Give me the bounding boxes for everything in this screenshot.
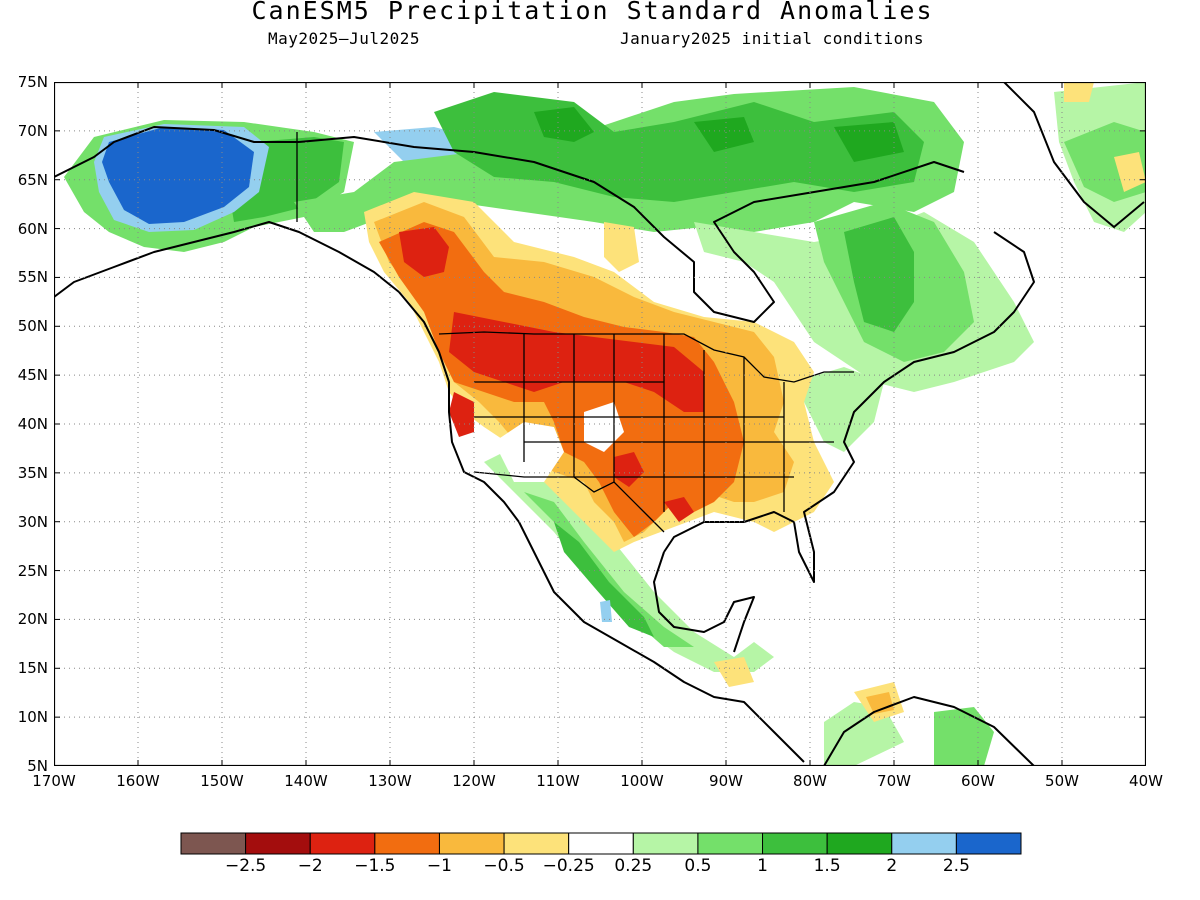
colorbar-swatch [568, 832, 634, 855]
colorbar-label: 0.25 [614, 856, 653, 876]
canada-arctic-coast [298, 136, 965, 323]
longitude-label: 130W [368, 772, 412, 790]
greenland-coast [1003, 82, 1145, 228]
colorbar-swatch [632, 832, 699, 855]
longitude-label: 90W [709, 772, 743, 790]
colorbar-swatch [438, 832, 505, 855]
latitude-label: 35N [17, 463, 48, 482]
colorbar-label: 2 [886, 856, 898, 876]
map-title: CanESM5 Precipitation Standard Anomalies [251, 0, 934, 25]
colorbar-swatch [309, 832, 376, 855]
initial-conditions: January2025 initial conditions [620, 29, 924, 48]
pacific-coast [398, 291, 805, 763]
dry-red [399, 227, 704, 522]
latitude-label: 10N [17, 708, 48, 727]
longitude-label: 160W [116, 772, 160, 790]
longitude-label: 140W [284, 772, 328, 790]
coastlines [54, 82, 1145, 766]
colorbar-swatch [697, 832, 764, 855]
colorbar-label: 1.5 [813, 856, 841, 876]
latitude-label: 15N [17, 659, 48, 678]
colorbar-label: −1 [426, 856, 452, 876]
arctic-dark-green [534, 107, 904, 162]
latitude-label: 65N [17, 170, 48, 189]
mexico-west-mid-green [554, 522, 654, 637]
colorbar-label: −2 [297, 856, 323, 876]
alaska-coast [54, 126, 400, 298]
colorbar-swatch [503, 832, 570, 855]
us-mexico-border [473, 471, 665, 533]
latitude-label: 20N [17, 610, 48, 629]
graticule [54, 82, 1146, 766]
us-canada-border [438, 331, 854, 383]
colorbar-swatch [245, 832, 311, 855]
longitude-label: 70W [877, 772, 911, 790]
mexico-light-blue [600, 600, 612, 622]
political-borders [296, 132, 854, 533]
axis-ticks [53, 81, 1147, 767]
mexico-west-light-green [484, 442, 774, 672]
latitude-label: 55N [17, 268, 48, 287]
venezuela-green [934, 707, 994, 766]
colorbar-label: 0.5 [684, 856, 712, 876]
latitude-label: 50N [17, 317, 48, 336]
longitude-label: 120W [452, 772, 496, 790]
colorbar-label: −2.5 [224, 856, 267, 876]
latitude-label: 45N [17, 366, 48, 385]
longitude-label: 50W [1045, 772, 1079, 790]
central-america-yellow [714, 657, 754, 687]
latitude-label: 70N [17, 121, 48, 140]
colorbar-swatch [180, 832, 247, 855]
latitude-label: 40N [17, 415, 48, 433]
colorbar-swatch [826, 832, 893, 855]
colorbar-swatch [891, 832, 957, 855]
colorbar-label: 2.5 [942, 856, 970, 876]
colorbar-swatch [762, 832, 828, 855]
longitude-label: 60W [961, 772, 995, 790]
anomaly-map [53, 81, 1147, 767]
colorbar-label: −0.25 [542, 856, 595, 876]
longitude-label: 150W [200, 772, 244, 790]
colorbar-swatch [955, 832, 1022, 855]
map-panel [53, 81, 1147, 767]
venezuela-orange [866, 692, 894, 714]
forecast-period: May2025–Jul2025 [268, 29, 420, 48]
dry-white-nevada [494, 422, 564, 482]
colorbar-label: −1.5 [354, 856, 396, 876]
gulf-coast [663, 231, 1035, 583]
latitude-label: 60N [17, 219, 48, 238]
longitude-label: 80W [793, 772, 827, 790]
mexico-gulf-coast [653, 551, 755, 653]
latitude-label: 5N [27, 757, 48, 775]
northeast-us-light-green [794, 367, 884, 452]
colorbar [180, 832, 1022, 855]
latitude-label: 75N [17, 73, 48, 91]
longitude-label: 100W [620, 772, 664, 790]
south-america-coast [823, 696, 1035, 766]
longitude-label: 170W [32, 772, 76, 790]
latitude-label: 25N [17, 561, 48, 580]
alaska-blue [102, 127, 254, 224]
mexico-west-green [524, 492, 694, 647]
quebec-mid-green [844, 217, 914, 332]
colorbar-label: 1 [757, 856, 768, 876]
latitude-label: 30N [17, 512, 48, 531]
colorbar-swatch [374, 832, 440, 855]
us-state-lines [474, 334, 834, 522]
longitude-label: 110W [536, 772, 580, 790]
longitude-label: 40W [1129, 772, 1163, 790]
colorbar-label: −0.5 [483, 856, 525, 876]
